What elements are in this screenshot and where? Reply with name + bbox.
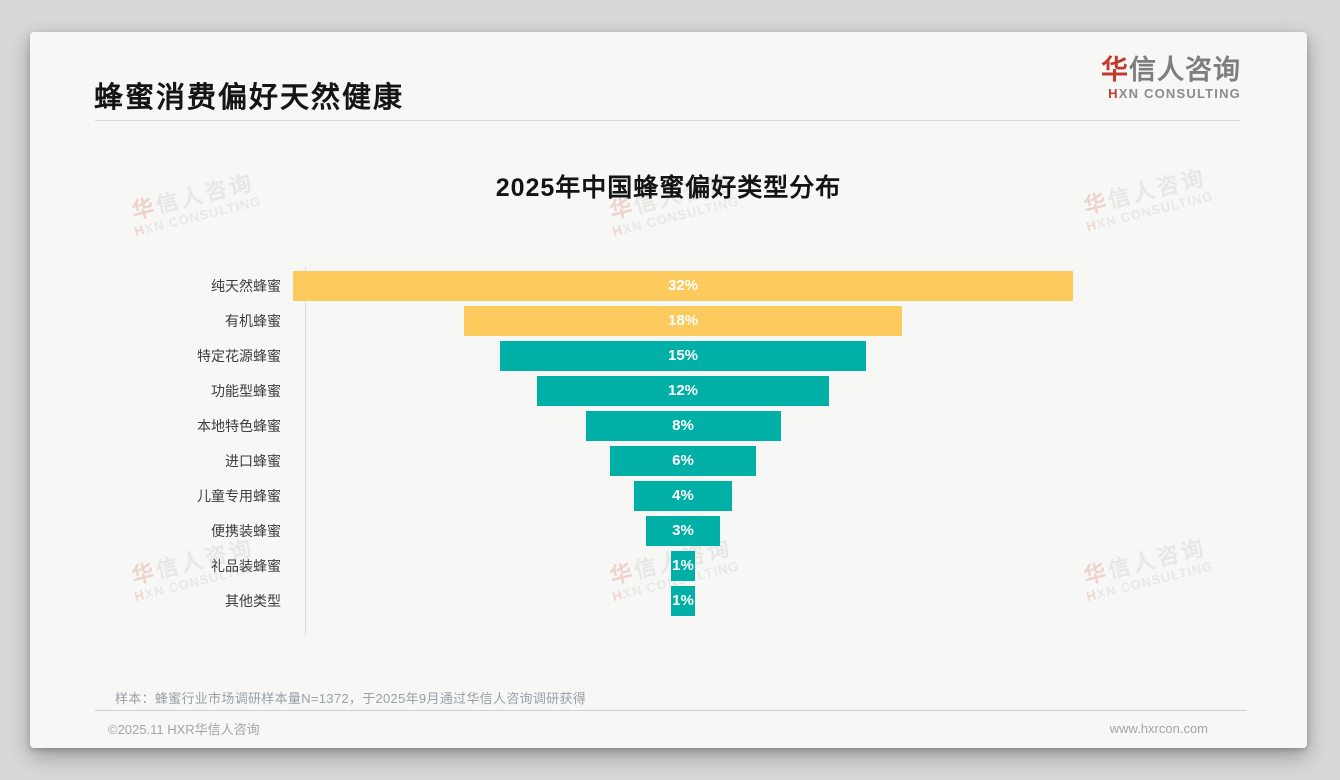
bar-track: 1% xyxy=(293,551,1073,581)
brand-watermark: 华信人咨询 HXN CONSULTING xyxy=(1060,530,1235,610)
funnel-row: 有机蜂蜜 18% xyxy=(40,306,1073,336)
bar-track: 6% xyxy=(293,446,1073,476)
footer-divider xyxy=(95,710,1247,711)
funnel-bar: 6% xyxy=(609,446,757,476)
funnel-row: 功能型蜂蜜 12% xyxy=(40,376,1073,406)
category-label: 有机蜂蜜 xyxy=(225,313,281,329)
bar-track: 3% xyxy=(293,516,1073,546)
category-label: 纯天然蜂蜜 xyxy=(211,278,281,294)
funnel-bar: 18% xyxy=(463,306,903,336)
bar-value-label: 6% xyxy=(672,452,694,469)
bar-value-label: 1% xyxy=(672,557,694,574)
slide-card: 华信人咨询 HXN CONSULTING 华信人咨询 HXN CONSULTIN… xyxy=(30,32,1307,748)
brand-logo: 华信人咨询 HXN CONSULTING xyxy=(1101,54,1241,102)
category-label: 其他类型 xyxy=(225,593,281,609)
bar-value-label: 32% xyxy=(667,277,699,294)
funnel-bar: 12% xyxy=(536,376,830,406)
funnel-bar: 1% xyxy=(670,586,696,616)
funnel-bar: 4% xyxy=(634,481,732,511)
funnel-row: 纯天然蜂蜜 32% xyxy=(40,271,1073,301)
bar-track: 1% xyxy=(293,586,1073,616)
header-divider xyxy=(95,120,1240,121)
bar-track: 15% xyxy=(293,341,1073,371)
brand-logo-en: HXN CONSULTING xyxy=(1108,86,1241,101)
y-axis-line xyxy=(305,267,306,635)
funnel-row: 其他类型 1% xyxy=(40,586,1073,616)
bar-value-label: 4% xyxy=(672,487,694,504)
category-label: 儿童专用蜂蜜 xyxy=(197,488,281,504)
funnel-row: 特定花源蜂蜜 15% xyxy=(40,341,1073,371)
bar-value-label: 3% xyxy=(672,522,694,539)
bar-value-label: 15% xyxy=(667,347,699,364)
page-title: 蜂蜜消费偏好天然健康 xyxy=(94,82,405,114)
website-text: www.hxrcon.com xyxy=(1109,721,1208,736)
bar-track: 4% xyxy=(293,481,1073,511)
category-label: 本地特色蜂蜜 xyxy=(197,418,281,434)
footer-bar: ©2025.11 HXR华信人咨询 www.hxrcon.com xyxy=(108,719,1208,738)
bar-track: 8% xyxy=(293,411,1073,441)
bar-value-label: 8% xyxy=(672,417,694,434)
bar-value-label: 1% xyxy=(672,592,694,609)
category-label: 特定花源蜂蜜 xyxy=(197,348,281,364)
funnel-row: 便携装蜂蜜 3% xyxy=(40,516,1073,546)
category-label: 便携装蜂蜜 xyxy=(211,523,281,539)
funnel-row: 进口蜂蜜 6% xyxy=(40,446,1073,476)
category-label: 进口蜂蜜 xyxy=(225,453,281,469)
funnel-bar: 15% xyxy=(500,341,866,371)
funnel-row: 本地特色蜂蜜 8% xyxy=(40,411,1073,441)
chart-title: 2025年中国蜂蜜偏好类型分布 xyxy=(495,174,842,202)
funnel-bar: 1% xyxy=(670,551,696,581)
funnel-row: 礼品装蜂蜜 1% xyxy=(40,551,1073,581)
watermark-cn: 华信人咨询 xyxy=(1081,534,1209,590)
copyright-text: ©2025.11 HXR华信人咨询 xyxy=(108,722,260,737)
bar-track: 12% xyxy=(293,376,1073,406)
funnel-chart: 纯天然蜂蜜 32% 有机蜂蜜 18% 特定花源蜂蜜 15% 功能型蜂蜜 12% 本地特色蜂蜜 8%… xyxy=(40,267,1073,635)
bar-track: 18% xyxy=(293,306,1073,336)
watermark-en: HXN CONSULTING xyxy=(1084,558,1215,605)
category-label: 功能型蜂蜜 xyxy=(211,383,281,399)
bar-value-label: 12% xyxy=(667,382,699,399)
funnel-bar: 32% xyxy=(293,271,1073,301)
funnel-rows: 纯天然蜂蜜 32% 有机蜂蜜 18% 特定花源蜂蜜 15% 功能型蜂蜜 12% 本地特色蜂蜜 8%… xyxy=(40,271,1073,616)
brand-logo-cn: 华信人咨询 xyxy=(1101,55,1241,85)
funnel-row: 儿童专用蜂蜜 4% xyxy=(40,481,1073,511)
funnel-bar: 3% xyxy=(646,516,720,546)
category-label: 礼品装蜂蜜 xyxy=(211,558,281,574)
sample-footnote: 样本：蜂蜜行业市场调研样本量N=1372，于2025年9月通过华信人咨询调研获得 xyxy=(115,691,587,706)
funnel-bar: 8% xyxy=(585,411,781,441)
bar-value-label: 18% xyxy=(667,312,699,329)
bar-track: 32% xyxy=(293,271,1073,301)
